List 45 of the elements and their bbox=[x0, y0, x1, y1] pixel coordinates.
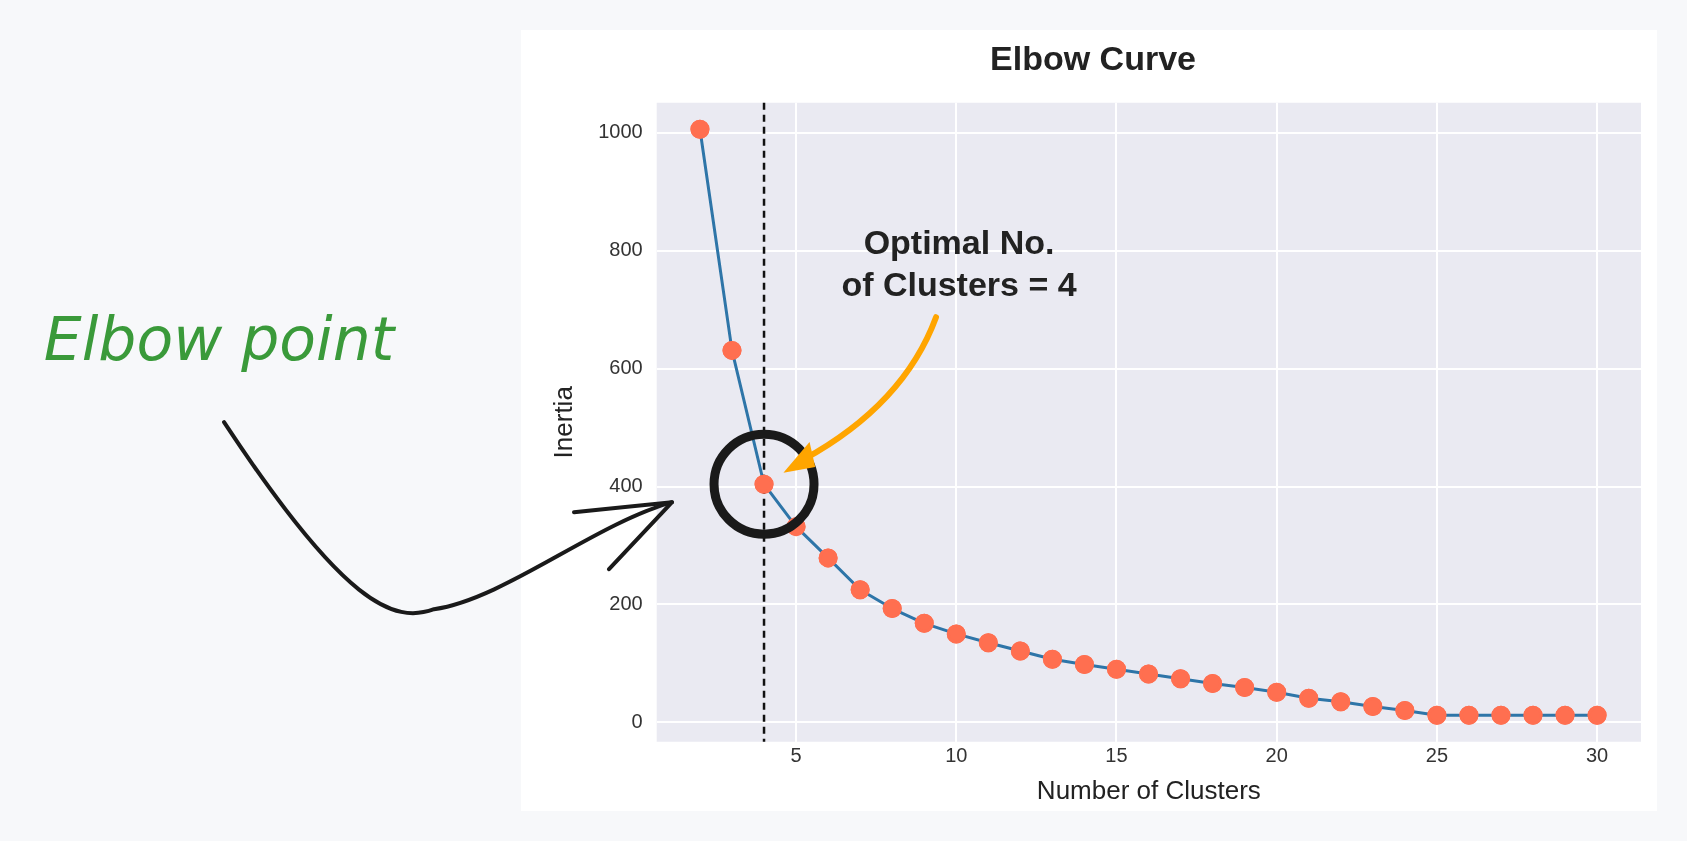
x-tick-label: 5 bbox=[790, 744, 802, 767]
x-tick-label: 10 bbox=[945, 744, 968, 767]
point bbox=[1106, 659, 1126, 679]
point bbox=[1171, 669, 1191, 689]
y-tick-label: 600 bbox=[609, 356, 643, 379]
point bbox=[818, 548, 838, 568]
point bbox=[1555, 705, 1575, 725]
point bbox=[882, 599, 902, 619]
y-tick-label: 1000 bbox=[598, 120, 643, 143]
chart-title: Elbow Curve bbox=[990, 38, 1196, 77]
x-tick-label: 30 bbox=[1585, 744, 1609, 767]
y-tick-label: 400 bbox=[609, 474, 643, 497]
y-tick-label: 0 bbox=[631, 709, 643, 732]
point bbox=[1331, 692, 1351, 712]
point bbox=[1459, 705, 1479, 725]
x-tick-label: 20 bbox=[1265, 744, 1288, 767]
annotation: Optimal No. of Clusters = 4 bbox=[841, 222, 1077, 303]
point bbox=[914, 613, 934, 633]
point bbox=[1395, 701, 1415, 721]
point bbox=[1074, 655, 1094, 675]
point bbox=[1203, 673, 1223, 693]
point bbox=[1010, 641, 1030, 661]
point bbox=[978, 633, 998, 653]
point bbox=[1299, 688, 1319, 708]
point bbox=[690, 119, 710, 139]
point bbox=[1427, 705, 1447, 725]
x-tick-label: 15 bbox=[1105, 744, 1128, 767]
x-tick-label: 25 bbox=[1425, 744, 1449, 767]
point bbox=[1042, 649, 1062, 669]
y-axis-title: Inertia bbox=[547, 385, 578, 459]
point bbox=[1139, 664, 1159, 684]
y-tick-label: 200 bbox=[609, 591, 643, 614]
point bbox=[946, 624, 966, 644]
point bbox=[1267, 682, 1287, 702]
point bbox=[1363, 696, 1383, 716]
point bbox=[754, 474, 774, 494]
point bbox=[1491, 705, 1511, 725]
point bbox=[722, 340, 742, 360]
point bbox=[1587, 705, 1607, 725]
point bbox=[1235, 678, 1255, 698]
y-tick-label: 800 bbox=[609, 238, 643, 261]
x-axis-title: Number of Clusters bbox=[1036, 774, 1261, 805]
point bbox=[1523, 705, 1543, 725]
point bbox=[850, 580, 870, 600]
text: Elbow point bbox=[43, 303, 397, 374]
